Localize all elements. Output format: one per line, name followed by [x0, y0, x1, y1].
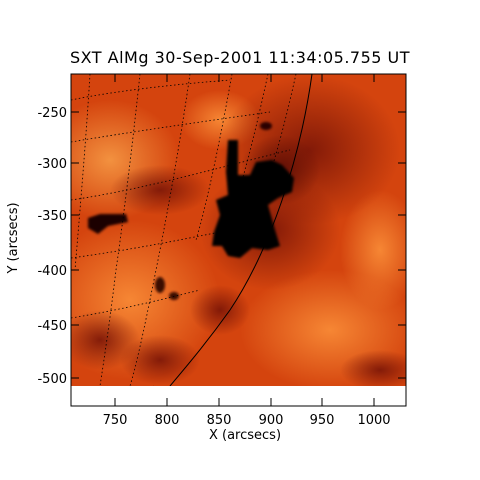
x-tick-label: 900	[259, 413, 284, 428]
plot-frame	[70, 73, 407, 407]
x-tick-label: 750	[103, 413, 128, 428]
y-tick-label: -350	[37, 209, 67, 224]
active-region-core	[88, 122, 294, 300]
y-tick-label: -250	[37, 106, 67, 121]
x-tick-label: 850	[207, 413, 232, 428]
y-axis-label: Y (arcsecs)	[6, 202, 21, 274]
x-tick-label: 950	[310, 413, 335, 428]
x-axis-ticks	[114, 74, 375, 406]
y-tick-label: -450	[37, 319, 67, 334]
y-tick-label: -500	[37, 372, 67, 387]
solar-image	[71, 74, 406, 386]
y-axis-ticks	[71, 111, 406, 379]
image-title: SXT AlMg 30-Sep-2001 11:34:05.755 UT	[69, 48, 411, 67]
x-tick-label: 1000	[357, 413, 390, 428]
x-axis-label: X (arcsecs)	[208, 428, 282, 443]
coordinate-grid	[71, 74, 297, 386]
y-tick-label: -300	[37, 157, 67, 172]
x-tick-label: 800	[155, 413, 180, 428]
y-tick-label: -400	[37, 264, 67, 279]
